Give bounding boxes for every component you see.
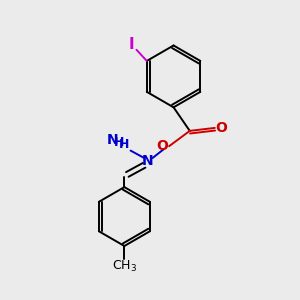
Text: O: O <box>215 121 227 135</box>
Text: H: H <box>114 136 124 149</box>
Text: H: H <box>119 138 130 151</box>
Text: CH$_3$: CH$_3$ <box>112 259 137 274</box>
Text: I: I <box>129 37 134 52</box>
Text: N: N <box>142 154 154 169</box>
Text: O: O <box>157 139 169 153</box>
Text: N: N <box>107 133 118 147</box>
